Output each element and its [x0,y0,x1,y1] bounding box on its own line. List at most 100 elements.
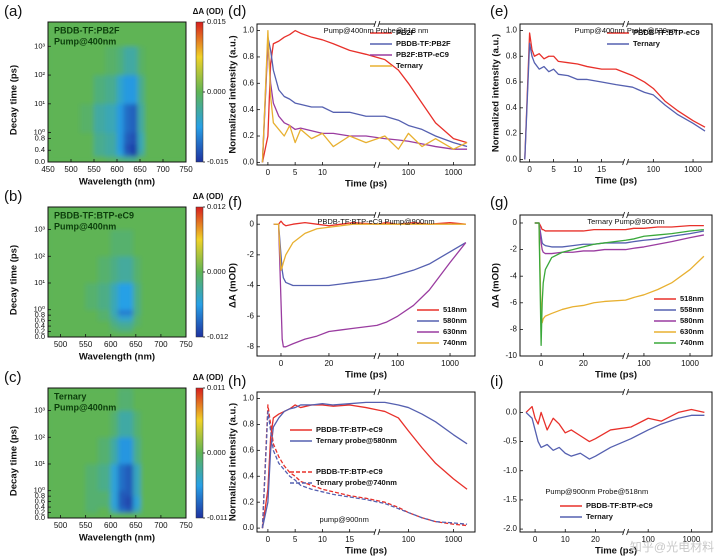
heat-cell [162,46,186,76]
heat-cell [140,437,162,465]
heat-cell [70,437,86,465]
x-tick-label: 500 [64,165,78,174]
heat-cell [70,256,86,284]
colorbar-label: ΔA (OD) [193,373,224,382]
heat-cell [125,282,134,310]
heat-cell [97,437,111,465]
y-tick-label: -6 [247,311,255,320]
panel-label: (e) [490,3,508,20]
axis-break [377,20,381,28]
x-tick-label: 5 [551,165,556,174]
heat-cell [70,490,86,497]
x-tick-label: 10 [318,535,327,544]
heat-cell [140,207,162,230]
legend-label: PBDB-TF:BTP-eC9 [633,28,700,37]
heat-cell [48,490,71,497]
axis-break [626,352,629,360]
panel-label: (i) [490,373,503,390]
data-line [534,222,705,255]
heat-cell [137,149,145,157]
y-tick-label: 0.2 [35,508,45,517]
heat-cell [118,314,127,321]
colorbar-tick-label: 0.000 [207,87,226,96]
heat-cell [140,410,162,438]
heat-cell [123,149,132,157]
x-tick-label: 0 [266,168,271,177]
colorbar [195,387,204,519]
panel-label: (f) [228,194,242,211]
legend-label: PBDB-TF:PB2F [396,39,451,48]
heat-cell [85,410,99,438]
heat-cell [85,314,99,321]
legend-label: 518nm [443,305,467,314]
y-tick-label: 0.2 [243,131,255,140]
heat-cell [48,155,81,162]
heat-cell [130,149,138,157]
legend-label: 518nm [680,294,704,303]
plot-frame [519,391,713,533]
y-tick-label: 10¹ [34,99,45,108]
x-tick-label: 1000 [682,535,700,544]
heat-cell [137,155,145,162]
y-tick-label: 0.8 [243,420,255,429]
heat-cell [123,138,132,145]
x-tick-label: 100 [391,359,405,368]
colorbar-tick-label: 0.012 [207,202,226,211]
y-axis-label: Normalized intensity (a.u.) [228,35,239,153]
heat-cell [140,512,162,518]
y-tick-label: 0.8 [243,52,255,61]
data-line [261,404,468,529]
y-tick-label: -1.5 [503,495,517,504]
x-tick-label: 20 [579,359,588,368]
heat-cell [123,22,132,47]
watermark: 知乎@光电材料 [630,540,714,554]
heat-cell [160,490,186,497]
data-line [261,29,468,163]
x-tick-label: 0 [279,359,284,368]
x-tick-label: 10 [561,535,570,544]
heat-cell [48,501,71,508]
legend-label: PBDB-TF:BTP-eC9 [316,467,383,476]
heat-cell [125,501,134,508]
y-tick-label: 10² [34,251,45,260]
heat-cell [110,314,119,321]
heat-cell [93,46,106,76]
heat-cell [133,331,142,337]
heat-cell [110,495,119,502]
y-axis-label: Decay time (ps) [9,426,20,496]
heat-cell [93,132,106,139]
y-tick-label: 10² [34,70,45,79]
panel-label: (a) [4,3,22,20]
x-tick-label: 500 [54,521,68,530]
heat-cell [130,46,138,76]
heat-cell [123,46,132,76]
heat-cell [125,229,134,257]
heat-cell [70,512,86,518]
heat-cell [48,149,81,157]
x-axis-label: Wavelength (nm) [79,177,155,188]
heat-cell [48,282,71,310]
x-tick-label: 600 [104,340,118,349]
colorbar [195,21,204,163]
heat-cell [110,320,119,327]
heat-cell [162,132,186,139]
x-tick-label: 1000 [684,165,702,174]
x-tick-label: 450 [41,165,55,174]
heat-cell [105,46,118,76]
heat-cell [130,74,138,105]
x-tick-label: 20 [591,535,600,544]
heat-cell [140,463,162,491]
heat-cell [133,314,142,321]
heat-cell [105,74,118,105]
annotation: Ternary Pump@900nm [587,217,664,226]
heat-cell [48,495,71,502]
x-axis-label: Wavelength (nm) [79,533,155,544]
heat-cell [140,331,162,337]
heat-cell [70,410,86,438]
heat-cell [137,138,145,145]
x-axis-label: Wavelength (nm) [79,352,155,363]
heat-cell [160,309,186,316]
annotation: PBDB-TF:BTP-eC9 Pump@900nm [317,217,434,226]
heat-cell [133,256,142,284]
heat-cell [160,388,186,411]
